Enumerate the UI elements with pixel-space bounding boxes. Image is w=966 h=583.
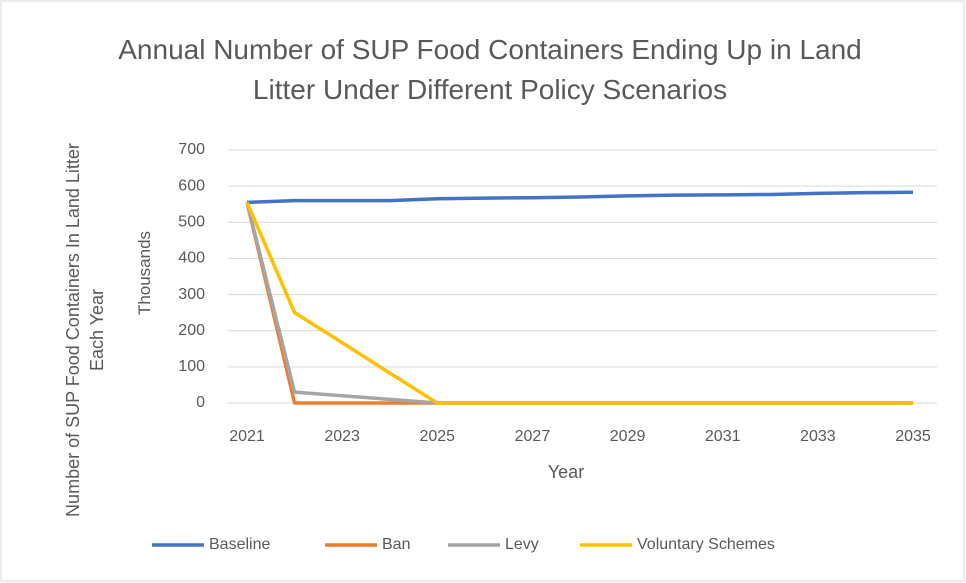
x-tick-label: 2027 bbox=[515, 428, 551, 445]
legend-label: Baseline bbox=[209, 536, 270, 553]
legend-label: Levy bbox=[505, 536, 539, 553]
y-tick-label: 300 bbox=[178, 286, 205, 303]
x-tick-label: 2031 bbox=[705, 428, 741, 445]
y-tick-label: 100 bbox=[178, 358, 205, 375]
y-tick-label: 500 bbox=[178, 214, 205, 231]
x-tick-label: 2025 bbox=[419, 428, 455, 445]
legend-label: Voluntary Schemes bbox=[637, 536, 775, 553]
x-axis-label: Year bbox=[548, 462, 584, 482]
series-line bbox=[245, 201, 913, 405]
y-tick-label: 200 bbox=[178, 322, 205, 339]
y-unit-label: Thousands bbox=[135, 230, 154, 316]
x-tick-label: 2029 bbox=[610, 428, 646, 445]
chart-title: Annual Number of SUP Food Containers End… bbox=[118, 34, 862, 105]
y-tick-label: 0 bbox=[196, 394, 205, 411]
y-axis-label: Number of SUP Food Containers In Land Li… bbox=[63, 143, 107, 517]
x-tick-label: 2035 bbox=[895, 428, 931, 445]
legend-label: Ban bbox=[382, 536, 410, 553]
y-tick-label: 700 bbox=[178, 141, 205, 158]
y-tick-label: 400 bbox=[178, 250, 205, 267]
series-line bbox=[246, 190, 914, 205]
x-tick-label: 2033 bbox=[800, 428, 836, 445]
y-tick-label: 600 bbox=[178, 177, 205, 194]
x-tick-label: 2023 bbox=[324, 428, 360, 445]
x-tick-label: 2021 bbox=[229, 428, 265, 445]
